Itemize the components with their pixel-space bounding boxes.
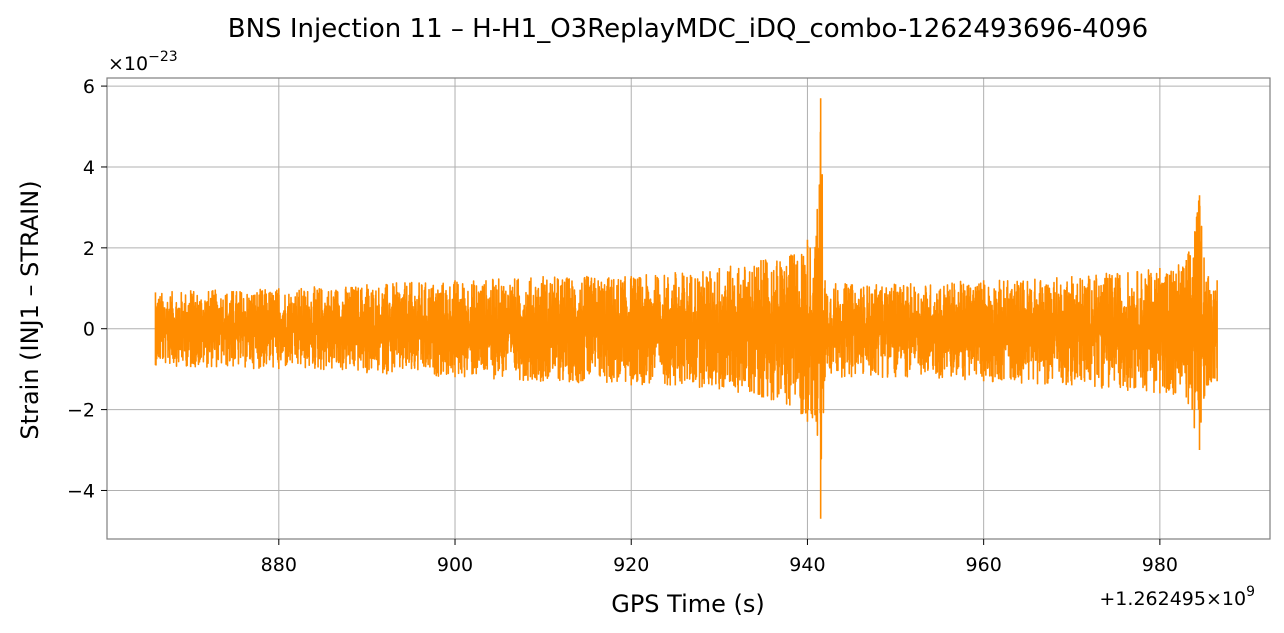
x-tick-label: 960	[966, 554, 1002, 576]
x-axis-ticks: 880 900 920 940 960 980	[261, 539, 1178, 576]
plot-area-frame	[106, 77, 1271, 540]
x-tick-label: 940	[789, 554, 825, 576]
x-axis-offset-label: +1.262495×109	[1099, 584, 1255, 610]
x-tick-label: 900	[437, 554, 473, 576]
y-axis-label: Strain (INJ1 – STRAIN)	[16, 180, 44, 439]
y-tick-label: −2	[67, 400, 95, 422]
x-axis-label: GPS Time (s)	[611, 590, 765, 618]
x-tick-label: 880	[261, 554, 297, 576]
y-axis-scale-label: ×10−23	[108, 49, 178, 75]
y-tick-label: 4	[83, 157, 95, 179]
y-axis-ticks: −4 −2 0 2 4 6	[67, 76, 107, 502]
chart-title: BNS Injection 11 – H-H1_O3ReplayMDC_iDQ_…	[228, 14, 1148, 44]
y-tick-label: −4	[67, 480, 95, 502]
x-offset-base: +1.262495×10	[1099, 588, 1246, 610]
y-tick-label: 0	[83, 319, 95, 341]
y-tick-label: 2	[83, 238, 95, 260]
y-tick-label: 6	[83, 76, 95, 98]
strain-series-line	[154, 98, 1218, 519]
series-layer	[154, 98, 1218, 519]
x-tick-label: 920	[613, 554, 649, 576]
x-offset-exponent: 9	[1246, 584, 1255, 600]
y-scale-base: ×10	[108, 53, 148, 75]
y-scale-exponent: −23	[148, 49, 178, 65]
x-tick-label: 980	[1142, 554, 1178, 576]
